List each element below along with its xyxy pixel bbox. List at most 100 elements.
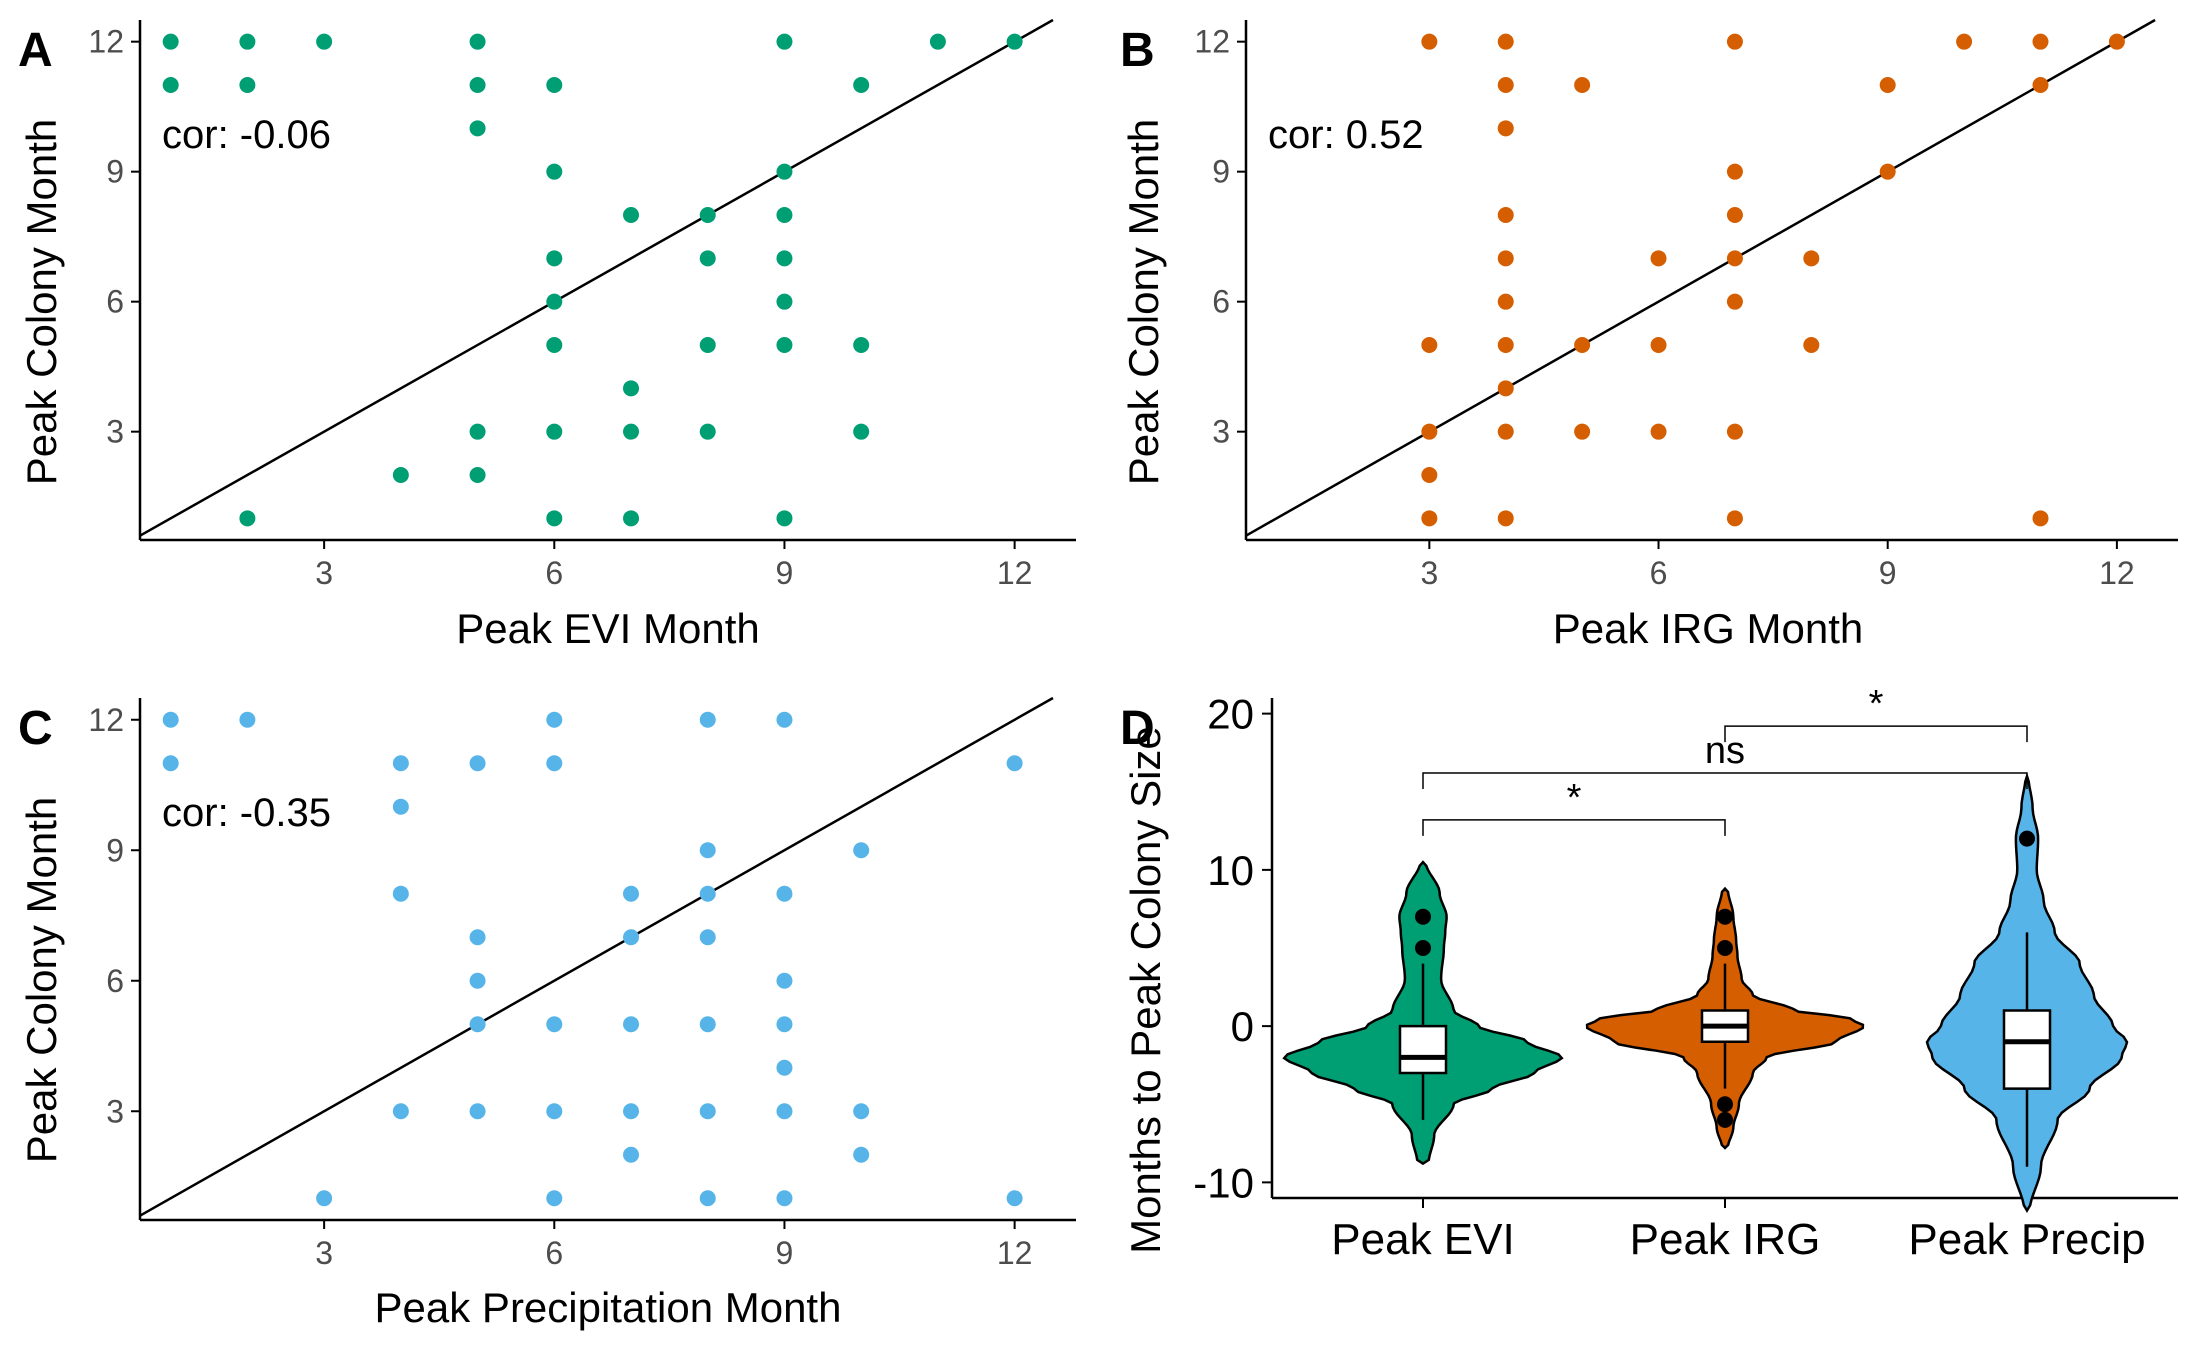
data-point: [469, 1103, 486, 1120]
data-point: [392, 798, 409, 815]
x-tick-label: 6: [1650, 555, 1668, 591]
panel-c-letter: C: [18, 702, 53, 755]
panel-c-ylabel: Peak Colony Month: [18, 797, 65, 1164]
panel-b: B 3 6 9 12 3 6 9 12 cor: 0.52 Peak IRG Month Pe…: [1120, 18, 2178, 652]
data-point: [699, 337, 716, 353]
comparison-bracket: [1724, 725, 2028, 743]
panel-b-ylabel: Peak Colony Month: [1120, 119, 1167, 486]
data-point: [1879, 163, 1896, 180]
data-point: [1497, 120, 1514, 137]
box-iqr: [2002, 1009, 2052, 1090]
panel-a-xlabel: Peak EVI Month: [456, 605, 760, 652]
panel-a-annotation: cor: -0.06: [162, 113, 331, 157]
data-point: [162, 711, 179, 728]
data-point: [392, 755, 409, 772]
data-point: [776, 1059, 793, 1076]
x-tick-label: 9: [776, 555, 794, 591]
data-point: [1726, 293, 1743, 310]
data-point: [1726, 510, 1743, 527]
panel-c-plot: 3 6 9 12 3 6 9 12: [88, 696, 1076, 1271]
data-point: [392, 1103, 409, 1120]
data-point: [469, 33, 486, 50]
data-point: [546, 293, 563, 310]
x-tick-label: Peak IRG: [1630, 1215, 1821, 1264]
data-point: [1574, 77, 1591, 93]
data-point: [1497, 250, 1514, 267]
y-tick-label: 3: [106, 1093, 124, 1129]
data-point: [1497, 337, 1514, 353]
data-point: [776, 885, 793, 902]
y-tick-label: 10: [1207, 847, 1254, 894]
data-point: [776, 250, 793, 267]
data-point: [1726, 33, 1743, 50]
data-point: [1726, 250, 1743, 267]
data-point: [1006, 755, 1023, 772]
panel-d-ylabel: Months to Peak Colony Size: [1122, 726, 1169, 1254]
data-point: [776, 510, 793, 527]
x-tick-label: 3: [315, 1235, 333, 1271]
panel-b-xlabel: Peak IRG Month: [1553, 605, 1863, 652]
panel-c: C 3 6 9 12 3 6 9 12 cor: -0.35 Peak Precipitati…: [18, 696, 1076, 1331]
comparison-label: *: [1567, 777, 1582, 819]
comparison-bracket: [1422, 819, 1726, 836]
x-tick-label: 6: [545, 1235, 563, 1271]
outlier-point: [1415, 908, 1431, 925]
data-point: [546, 250, 563, 267]
outlier-point: [1717, 1111, 1733, 1128]
data-point: [699, 207, 716, 223]
data-point: [1006, 1190, 1023, 1207]
data-point: [853, 337, 870, 353]
data-point: [1497, 77, 1514, 93]
y-tick-label: 3: [1212, 414, 1230, 450]
data-point: [469, 120, 486, 137]
data-point: [623, 929, 640, 946]
data-point: [776, 1190, 793, 1207]
panel-c-xlabel: Peak Precipitation Month: [375, 1284, 842, 1331]
data-point: [1956, 33, 1973, 50]
data-point: [1497, 207, 1514, 223]
identity-line: [139, 696, 1054, 1217]
data-point: [1574, 337, 1591, 353]
data-point: [316, 33, 333, 50]
x-tick-label: 12: [997, 555, 1033, 591]
data-point: [623, 423, 640, 440]
data-point: [546, 423, 563, 440]
identity-line: [139, 18, 1054, 537]
data-point: [1650, 423, 1667, 440]
panel-b-annotation: cor: 0.52: [1268, 113, 1424, 157]
data-point: [776, 711, 793, 728]
x-tick-label: 6: [545, 555, 563, 591]
data-point: [469, 929, 486, 946]
y-tick-label: 3: [106, 414, 124, 450]
outlier-point: [1717, 940, 1733, 956]
data-point: [699, 423, 716, 440]
x-tick-label: 12: [2099, 555, 2135, 591]
x-tick-label: 9: [776, 1235, 794, 1271]
outlier-point: [1415, 940, 1431, 956]
y-tick-label: 20: [1207, 691, 1254, 738]
data-point: [546, 711, 563, 728]
x-tick-label: 3: [315, 555, 333, 591]
data-point: [546, 755, 563, 772]
data-point: [546, 510, 563, 527]
y-tick-label: 9: [106, 154, 124, 190]
data-point: [1421, 467, 1438, 483]
data-point: [699, 1016, 716, 1033]
data-point: [2032, 33, 2049, 50]
data-point: [546, 337, 563, 353]
data-point: [623, 510, 640, 527]
data-point: [469, 972, 486, 989]
data-point: [699, 711, 716, 728]
identity-line: [1245, 18, 2156, 537]
y-tick-label: 0: [1231, 1003, 1254, 1050]
data-point: [853, 1146, 870, 1163]
data-point: [546, 1016, 563, 1033]
data-point: [2108, 33, 2125, 50]
data-point: [162, 33, 179, 50]
panel-a-plot: 3 6 9 12 3 6 9 12: [88, 18, 1076, 591]
data-point: [623, 380, 640, 397]
data-point: [853, 842, 870, 859]
panel-d-letter: D: [1120, 702, 1155, 755]
